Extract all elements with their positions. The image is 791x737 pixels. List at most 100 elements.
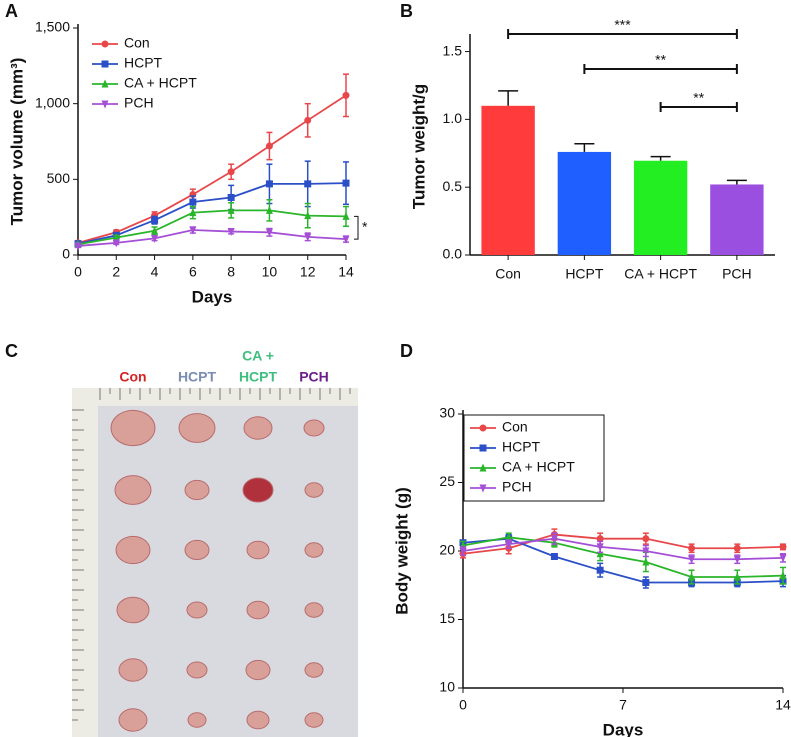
marker	[779, 571, 787, 580]
marker	[688, 544, 696, 552]
y-tick-label: 10	[439, 679, 455, 695]
marker	[505, 532, 513, 541]
y-tick-label: 15	[439, 610, 455, 626]
bar	[633, 160, 688, 255]
tumor	[303, 419, 325, 437]
x-tick-label: 0	[74, 264, 82, 280]
bar	[557, 151, 612, 255]
marker	[265, 205, 273, 214]
x-tick-label: 7	[619, 697, 627, 713]
marker	[304, 233, 312, 242]
legend-frame	[463, 414, 605, 502]
ruler-left	[72, 388, 98, 737]
marker	[733, 555, 741, 564]
series-line	[462, 536, 784, 578]
x-tick-label: PCH	[722, 266, 752, 282]
x-tick-label: 6	[189, 264, 197, 280]
bar	[710, 184, 764, 255]
tumor	[304, 712, 324, 728]
legend-label: PCH	[124, 95, 154, 111]
marker	[479, 424, 487, 432]
marker	[642, 579, 650, 587]
marker	[733, 572, 741, 581]
marker	[596, 543, 604, 552]
series-line	[77, 182, 347, 245]
marker	[101, 60, 109, 68]
tumor	[110, 409, 156, 447]
marker	[505, 540, 513, 549]
x-tick-label: 4	[151, 264, 159, 280]
photo-panel	[72, 388, 358, 737]
tumor	[187, 712, 207, 728]
marker	[189, 198, 197, 206]
x-tick-label: 12	[300, 264, 316, 280]
ruler-top	[72, 388, 358, 406]
legend-label: Con	[502, 419, 528, 435]
y-axis-title: Tumor weight/g	[409, 84, 428, 209]
marker	[688, 555, 696, 564]
y-tick-label: 25	[439, 473, 455, 489]
tumor	[118, 708, 148, 732]
marker	[189, 208, 197, 217]
tumor	[184, 539, 210, 561]
marker	[642, 557, 650, 566]
legend-label: Con	[124, 35, 150, 51]
column-label: PCH	[299, 369, 329, 385]
marker	[227, 228, 235, 237]
marker	[227, 205, 235, 214]
marker	[265, 142, 273, 150]
y-axis-title: Tumor volume (mm³)	[7, 58, 26, 226]
tumor	[115, 535, 151, 565]
marker	[733, 544, 741, 552]
series-line	[77, 229, 347, 247]
marker	[101, 100, 109, 109]
x-tick-label: 10	[262, 264, 278, 280]
marker	[265, 228, 273, 237]
bracket	[354, 215, 359, 240]
tumor	[243, 416, 273, 440]
legend-label: CA + HCPT	[502, 459, 575, 475]
marker	[151, 234, 159, 243]
x-axis-title: Days	[192, 287, 233, 306]
y-tick-label: 30	[439, 405, 455, 421]
significance-label: **	[655, 52, 666, 68]
series-line	[462, 533, 784, 555]
column-label: Con	[119, 369, 146, 385]
marker	[642, 547, 650, 556]
x-tick-label: Con	[495, 266, 521, 282]
marker	[596, 535, 604, 543]
marker	[189, 226, 197, 235]
marker	[227, 168, 235, 176]
tumor	[304, 482, 324, 498]
x-tick-label: 14	[338, 264, 354, 280]
marker	[779, 554, 787, 563]
marker	[479, 444, 487, 452]
x-tick-label: 8	[227, 264, 235, 280]
annotation: *	[362, 218, 368, 234]
series-line	[462, 537, 784, 561]
x-tick-label: CA + HCPT	[624, 266, 697, 282]
y-tick-label: 500	[47, 170, 71, 186]
tumor	[178, 413, 216, 443]
marker	[151, 216, 159, 224]
tumor	[304, 662, 324, 678]
tumor	[246, 600, 270, 620]
marker	[688, 572, 696, 581]
panel-label: D	[400, 341, 413, 361]
marker	[265, 180, 273, 188]
marker	[642, 535, 650, 543]
tumor	[245, 659, 271, 681]
y-tick-label: 0.5	[443, 178, 463, 194]
marker	[304, 116, 312, 124]
marker	[101, 79, 109, 88]
marker	[112, 239, 120, 248]
panel-label: B	[400, 1, 413, 21]
y-tick-label: 1.0	[443, 110, 463, 126]
marker	[779, 543, 787, 551]
x-tick-label: 14	[775, 697, 791, 713]
tumor	[304, 602, 324, 618]
x-axis-title: Days	[603, 720, 644, 737]
y-tick-label: 0.0	[443, 246, 463, 262]
marker	[459, 547, 467, 556]
legend-label: PCH	[502, 479, 532, 495]
